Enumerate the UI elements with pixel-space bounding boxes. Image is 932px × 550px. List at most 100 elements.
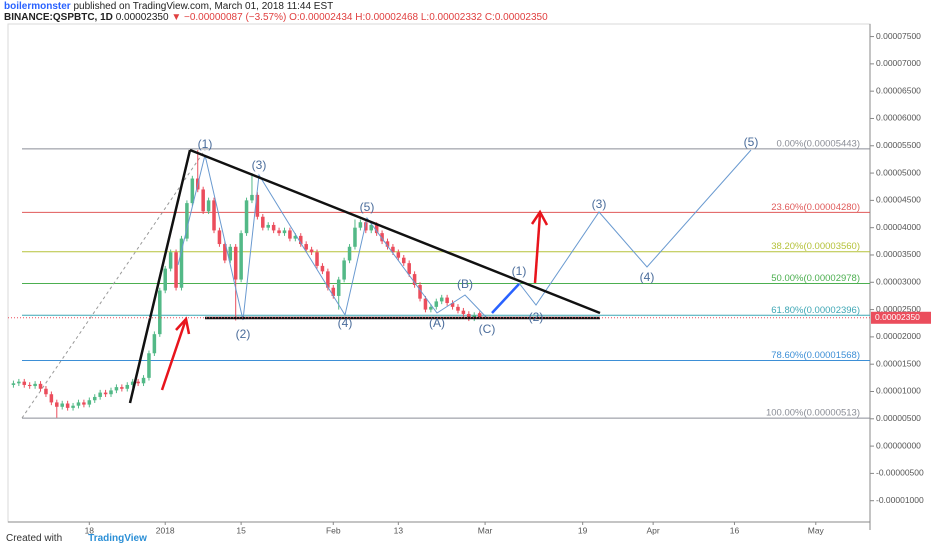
candle-body — [244, 200, 249, 234]
created-with: Created with — [6, 533, 63, 544]
header: boilermonster published on TradingView.c… — [4, 1, 548, 23]
fib-label: 0.00%(0.00005443) — [777, 138, 860, 149]
wave-label: (3) — [252, 158, 267, 172]
x-tick-label: 16 — [730, 525, 740, 535]
candle-body — [342, 260, 346, 280]
candle-body — [201, 189, 205, 212]
candle-body — [147, 353, 151, 378]
candle-body — [185, 203, 189, 239]
candle-body — [38, 383, 43, 389]
candle-body — [206, 200, 211, 212]
ohlc-high: H:0.00002468 — [355, 12, 419, 23]
candle-body — [120, 387, 124, 389]
candle-body — [298, 235, 303, 245]
plot-frame — [7, 23, 871, 523]
candle-body — [288, 230, 292, 239]
author: boilermonster — [4, 1, 71, 12]
candle-body — [418, 285, 422, 299]
wave-label: (1) — [198, 137, 213, 151]
candle-body — [380, 233, 384, 242]
candle-body — [396, 252, 401, 258]
candle-body — [71, 405, 75, 408]
candle-body — [179, 238, 184, 288]
candle-body — [309, 249, 314, 253]
wave-label: (5) — [744, 135, 759, 149]
arrow-head — [530, 209, 549, 226]
axis-labels: 0.00007500 0.00007000 0.00006500 0.00006000… — [8, 31, 931, 535]
candle-body — [336, 279, 341, 296]
candle-body — [17, 381, 21, 384]
candle-body — [239, 233, 243, 280]
candle-body — [11, 383, 16, 385]
published: published on TradingView.com, March 01, … — [70, 1, 334, 12]
arrow — [160, 321, 187, 391]
candles — [11, 150, 482, 418]
wave-label: (1) — [512, 264, 527, 278]
triangle-upper — [189, 148, 601, 315]
wave-label: (C) — [479, 322, 496, 336]
arrows — [160, 209, 549, 391]
y-tick-label: 0.00002500 — [876, 304, 921, 314]
candle-body — [477, 313, 482, 318]
candle-body — [266, 224, 270, 228]
candle-body — [141, 377, 146, 384]
candle-body — [55, 402, 59, 407]
candle-body — [407, 263, 411, 275]
candle-body — [401, 257, 406, 264]
x-tick-label: 15 — [236, 525, 246, 535]
candle-body — [92, 396, 97, 401]
symbol: BINANCE:QSPBTC, 1D — [4, 12, 113, 23]
ohlc-low: L:0.00002332 — [420, 12, 483, 23]
impulse-line — [128, 149, 192, 404]
arrow — [533, 213, 542, 284]
candle-body — [65, 403, 70, 408]
x-tick-label: Feb — [326, 525, 341, 535]
candle-body — [233, 246, 238, 280]
fib-label: 38.20%(0.00003560) — [771, 241, 860, 252]
arrow-head — [175, 316, 191, 335]
x-tick-label: Apr — [647, 525, 660, 535]
candle-body — [136, 381, 140, 384]
candle-body — [255, 194, 260, 217]
candle-body — [114, 387, 119, 391]
candle-body — [261, 216, 265, 228]
footer: Created with TradingView — [6, 533, 147, 544]
candle-body — [49, 394, 54, 403]
ohlc-open: O:0.00002434 — [289, 12, 353, 23]
candle-body — [369, 224, 373, 231]
fib-label: 23.60%(0.00004280) — [771, 202, 860, 213]
y-tick-label: 0.00003000 — [876, 277, 921, 287]
y-tick-label: 0.00000000 — [876, 440, 921, 450]
candle-body — [315, 252, 319, 266]
candle-body — [103, 392, 108, 395]
wave-labels: (1) (2) (3) (4) (5) (A) (B) (C) (1) (2) (3) (4) (5) — [198, 135, 759, 341]
wave-label: (B) — [457, 277, 473, 291]
y-tick-label: -0.00001000 — [876, 495, 924, 505]
candle-body — [374, 224, 379, 234]
candle-body — [250, 194, 254, 201]
candle-body — [217, 230, 222, 245]
candle-body — [87, 400, 92, 405]
candle-body — [109, 390, 113, 395]
y-tick-label: 0.00001500 — [876, 358, 921, 368]
y-tick-label: 0.00004000 — [876, 222, 921, 232]
wave-path — [177, 154, 488, 321]
candle-body — [33, 383, 37, 387]
x-tick-label: May — [808, 525, 825, 535]
candle-body — [277, 230, 281, 234]
candle-body — [445, 297, 449, 304]
wave-projection — [518, 149, 752, 306]
fib-label: 50.00%(0.00002978) — [771, 273, 860, 284]
x-tick-label: 13 — [394, 525, 404, 535]
x-tick-label: Mar — [478, 525, 493, 535]
candle-body — [364, 222, 368, 231]
wave-label: (5) — [360, 200, 375, 214]
candle-body — [228, 246, 233, 261]
wave-label: (4) — [338, 316, 353, 330]
candle-body — [461, 310, 466, 314]
fib-label: 100.00%(0.00000513) — [766, 408, 860, 419]
y-tick-label: 0.00004500 — [876, 195, 921, 205]
candle-body — [190, 178, 195, 204]
